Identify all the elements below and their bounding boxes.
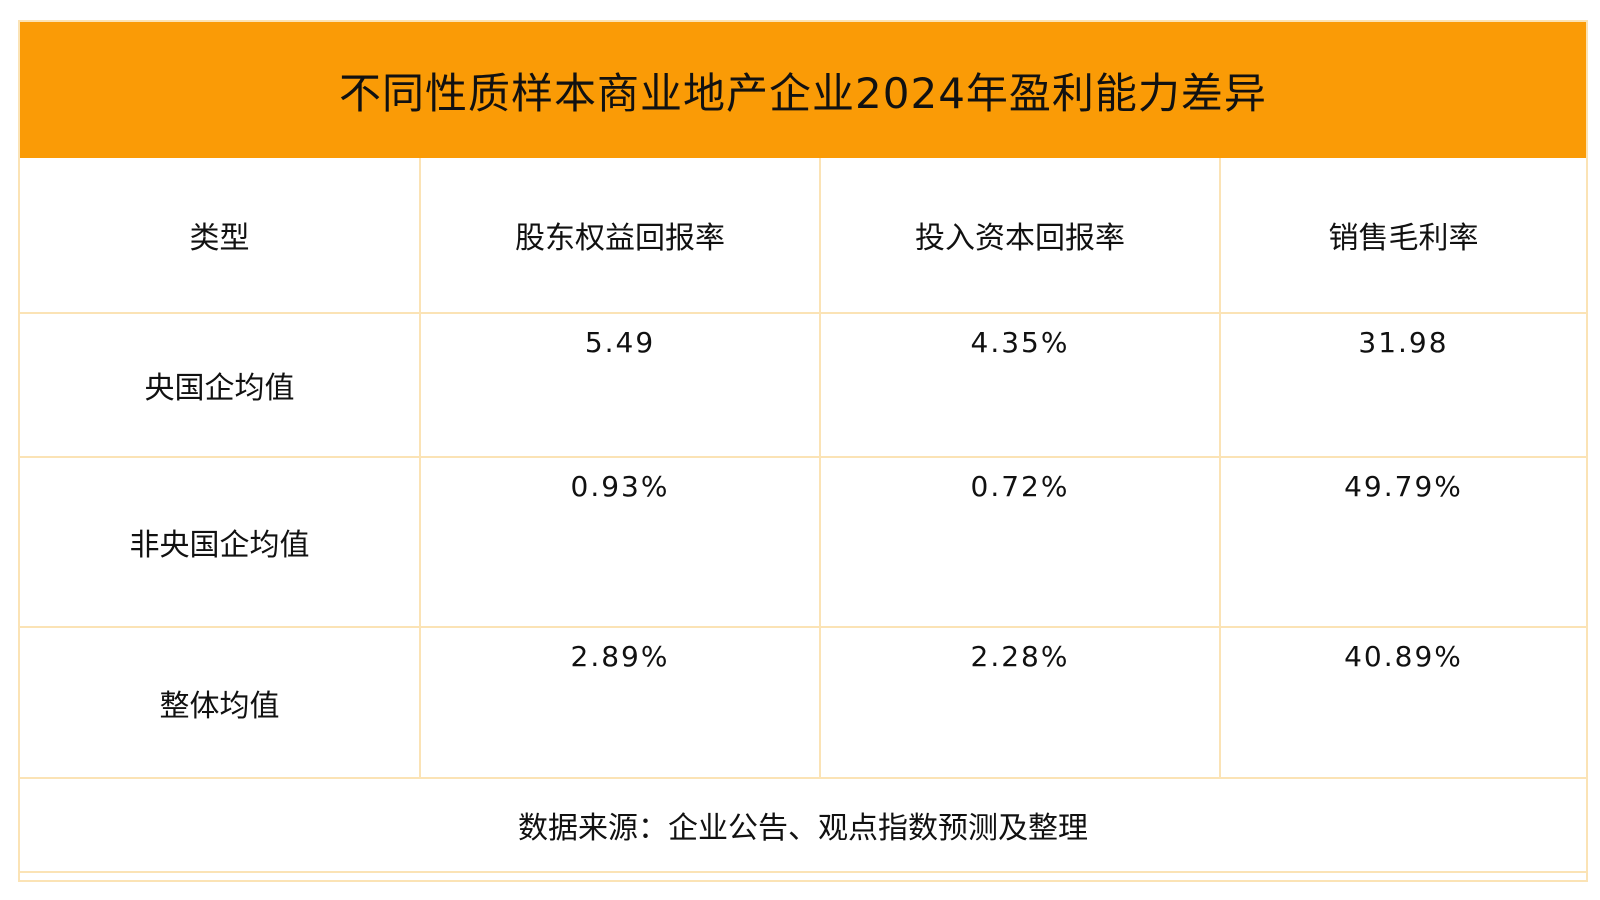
roe-cell: 5.49 (419, 312, 821, 458)
column-header-roe: 股东权益回报率 (419, 158, 821, 314)
roic-cell: 0.72% (819, 456, 1221, 628)
profitability-table: 类型 股东权益回报率 投入资本回报率 销售毛利率 央国企均值 5.49 4.35… (20, 158, 1586, 873)
data-source-note: 数据来源：企业公告、观点指数预测及整理 (20, 777, 1586, 873)
title-bar: 不同性质样本商业地产企业2024年盈利能力差异 (20, 22, 1586, 158)
gross-margin-cell: 49.79% (1219, 456, 1586, 628)
table-row: 整体均值 2.89% 2.28% 40.89% (20, 626, 1586, 779)
source-row: 数据来源：企业公告、观点指数预测及整理 (20, 777, 1586, 873)
page-title: 不同性质样本商业地产企业2024年盈利能力差异 (339, 68, 1267, 118)
column-header-gross-margin: 销售毛利率 (1219, 158, 1586, 314)
roic-cell: 4.35% (819, 312, 1221, 458)
header-row: 类型 股东权益回报率 投入资本回报率 销售毛利率 (20, 158, 1586, 314)
gross-margin-cell: 40.89% (1219, 626, 1586, 779)
table-row: 非央国企均值 0.93% 0.72% 49.79% (20, 456, 1586, 628)
table-row: 央国企均值 5.49 4.35% 31.98 (20, 312, 1586, 458)
column-header-type: 类型 (20, 158, 421, 314)
row-type-cell: 整体均值 (20, 626, 421, 779)
row-type-cell: 央国企均值 (20, 312, 421, 458)
roe-cell: 2.89% (419, 626, 821, 779)
column-header-roic: 投入资本回报率 (819, 158, 1221, 314)
roe-cell: 0.93% (419, 456, 821, 628)
row-type-cell: 非央国企均值 (20, 456, 421, 628)
gross-margin-cell: 31.98 (1219, 312, 1586, 458)
table-frame: 不同性质样本商业地产企业2024年盈利能力差异 类型 股东权益回报率 投入资本回… (18, 20, 1588, 882)
roic-cell: 2.28% (819, 626, 1221, 779)
